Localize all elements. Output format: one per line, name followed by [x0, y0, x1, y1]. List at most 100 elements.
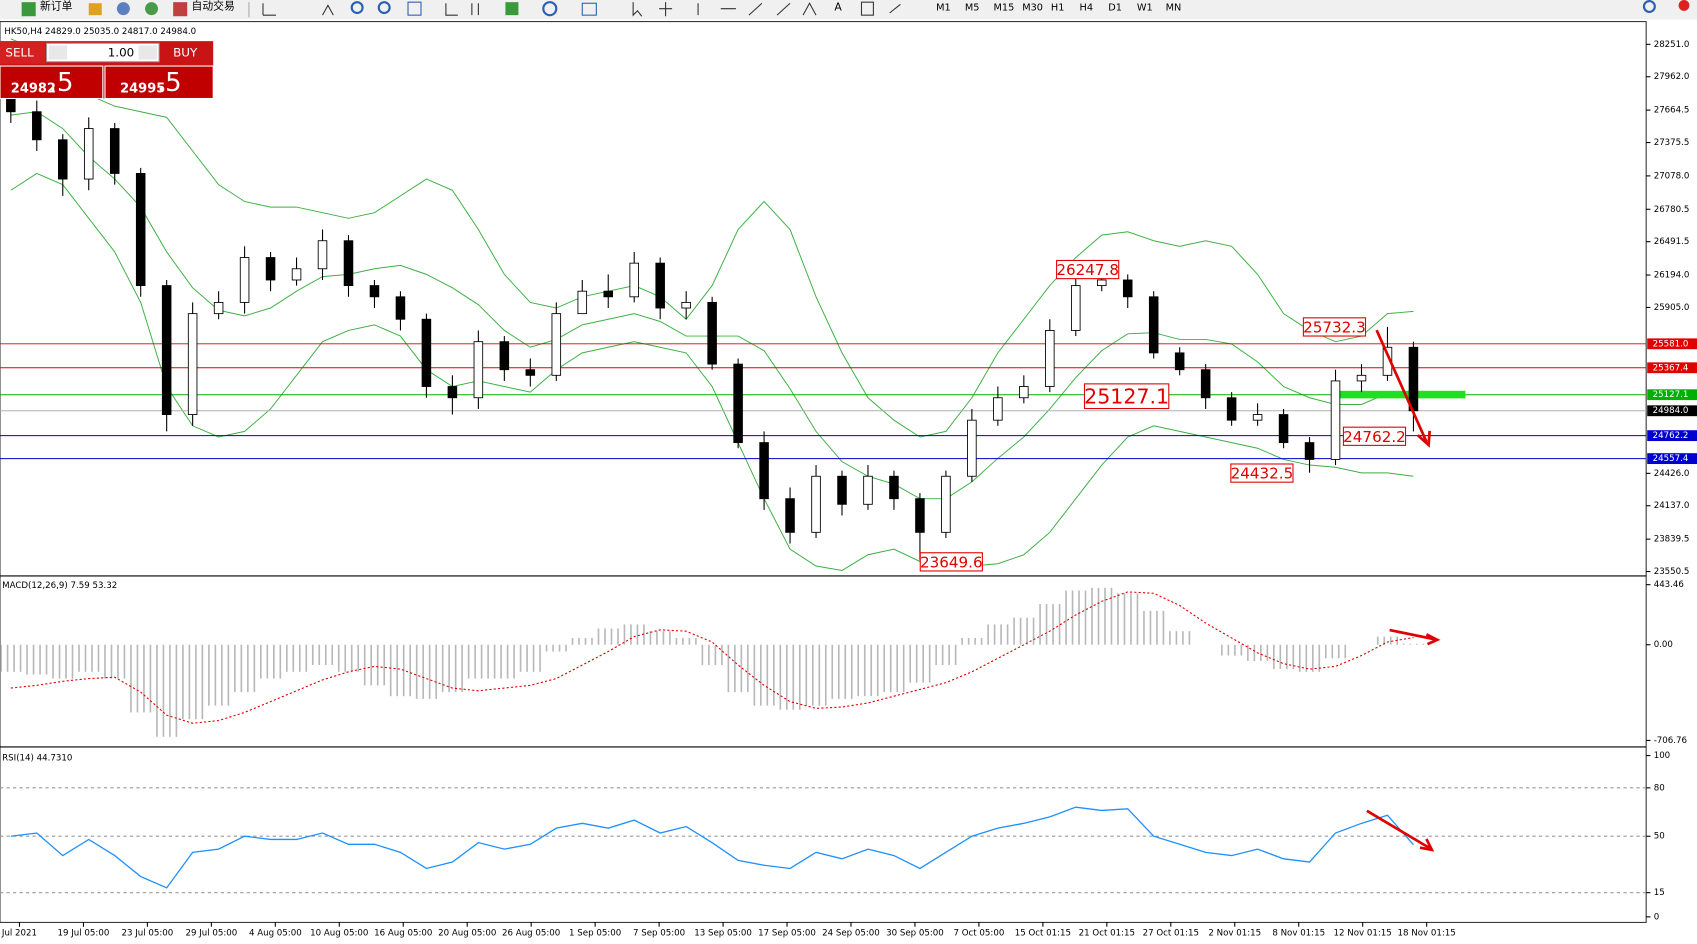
volume-input[interactable] — [45, 42, 160, 63]
y-tick-label: 15 — [1654, 888, 1665, 898]
notifications[interactable] — [1678, 0, 1690, 11]
timeframe-button[interactable]: M5 — [965, 3, 980, 14]
y-tick-label: -706.76 — [1654, 736, 1687, 746]
x-tick-label: 20 Aug 05:00 — [438, 929, 496, 939]
x-tick-label: 10 Aug 05:00 — [310, 929, 368, 939]
ask-box[interactable] — [104, 65, 214, 100]
volume-value[interactable]: 1.00 — [108, 46, 134, 60]
x-tick-label: 19 Jul 05:00 — [58, 929, 110, 939]
candle-body — [733, 363, 743, 444]
icons[interactable] — [262, 3, 334, 16]
price-label: 25581.0 — [1653, 339, 1689, 349]
candle-body — [811, 475, 821, 533]
zoom-out[interactable] — [377, 1, 391, 15]
auto-trading-icon[interactable] — [173, 2, 188, 17]
timeframe-button[interactable]: MN — [1166, 3, 1182, 14]
y-tick-label: 80 — [1654, 783, 1665, 793]
candle-body — [629, 262, 639, 298]
x-tick-label: 13 Sep 05:00 — [694, 929, 752, 939]
candle-body — [1200, 369, 1211, 399]
candle-body — [1096, 279, 1107, 287]
annotation: 26247.8 — [1056, 261, 1119, 279]
auto-trading-button[interactable]: 自动交易 — [192, 0, 235, 12]
chart-title: HK50,H4 24829.0 25035.0 24817.0 24984.0 — [4, 27, 196, 37]
candle-body — [707, 301, 717, 365]
candle-body — [603, 290, 613, 298]
volume-down[interactable] — [48, 45, 68, 60]
timeframe-button[interactable]: H4 — [1080, 3, 1094, 14]
new-order-button[interactable]: 新订单 — [40, 0, 73, 12]
annotation-box — [919, 552, 983, 572]
y-tick-label: 27078.0 — [1654, 171, 1690, 181]
candle-body — [551, 313, 562, 376]
candle-body — [161, 285, 172, 416]
candle-body — [681, 301, 691, 309]
trend-arrow — [1389, 628, 1441, 646]
icon[interactable] — [116, 2, 130, 16]
price-label-box — [1647, 430, 1697, 442]
zoom-in[interactable] — [350, 1, 364, 15]
x-tick-label: 18 Nov 01:15 — [1398, 929, 1456, 939]
candle-body — [1071, 285, 1081, 331]
x-tick-label: 15 Oct 01:15 — [1015, 929, 1071, 939]
price-label-box — [1647, 389, 1697, 401]
indicators[interactable] — [505, 2, 519, 16]
x-tick-label: 1 Sep 05:00 — [569, 929, 621, 939]
y-tick-label: 25905.0 — [1654, 303, 1690, 313]
buy-label[interactable]: BUY — [173, 46, 198, 60]
x-tick-label: 21 Oct 01:15 — [1079, 929, 1135, 939]
icon[interactable] — [145, 2, 159, 16]
candle-body — [525, 369, 536, 376]
candle-body — [135, 173, 146, 287]
annotation: 24762.2 — [1343, 428, 1406, 446]
toolbar-buttons: 新订单 自动交易 A M1 M5 M15 M30 H1 H4 D1 W1 MN — [21, 0, 1690, 18]
volume-up[interactable] — [138, 45, 157, 60]
candle-body — [499, 341, 510, 371]
label-tool[interactable] — [860, 1, 874, 16]
indicator-title: RSI(14) 44.7310 — [2, 753, 72, 763]
icons[interactable] — [445, 3, 479, 16]
timeframe-button[interactable]: M15 — [994, 3, 1015, 14]
y-tick-label: 27375.5 — [1654, 138, 1690, 148]
trend-arrow — [1375, 329, 1432, 448]
y-tick-label: 26491.5 — [1654, 237, 1690, 247]
ask-price: 24995 — [120, 81, 165, 96]
periods[interactable] — [542, 1, 558, 17]
candle-body — [785, 498, 795, 533]
x-tick-label: 17 Sep 05:00 — [758, 929, 816, 939]
new-order-icon[interactable] — [21, 2, 36, 17]
candle-body — [291, 268, 302, 281]
search[interactable] — [1642, 0, 1656, 13]
arrows-tool[interactable] — [889, 3, 901, 14]
timeframe-button[interactable]: D1 — [1108, 3, 1122, 14]
y-tick-label: 28251.0 — [1654, 40, 1690, 50]
candle-body — [941, 475, 951, 533]
timeframe-button[interactable]: H1 — [1051, 3, 1065, 14]
candle-body — [1252, 414, 1263, 421]
annotation-box — [1302, 317, 1367, 337]
drawing-tools[interactable] — [632, 2, 817, 17]
rsi-line — [10, 806, 1414, 889]
candle-body — [187, 313, 198, 416]
sell-button[interactable] — [0, 41, 46, 64]
candle-body — [213, 301, 224, 315]
sell-label[interactable]: SELL — [5, 46, 34, 60]
chart-frame — [0, 21, 1647, 923]
candle-body — [1330, 380, 1341, 460]
y-tick-label: 443.46 — [1654, 580, 1684, 590]
candle-body — [109, 128, 120, 174]
x-tick-label: 4 Aug 05:00 — [249, 929, 302, 939]
candle-body — [577, 290, 588, 315]
candle-body — [863, 475, 873, 505]
timeframe-button[interactable]: M30 — [1022, 3, 1043, 14]
text-tool[interactable]: A — [834, 1, 842, 14]
templates[interactable] — [581, 2, 597, 16]
bid-box[interactable] — [0, 65, 104, 100]
timeframe-button[interactable]: W1 — [1137, 3, 1153, 14]
candle-body — [473, 341, 484, 399]
y-tick-label: 24137.0 — [1654, 501, 1690, 511]
timeframe-button[interactable]: M1 — [936, 3, 951, 14]
tile[interactable] — [407, 1, 422, 16]
icon[interactable] — [88, 3, 102, 16]
candle-body — [993, 397, 1003, 421]
